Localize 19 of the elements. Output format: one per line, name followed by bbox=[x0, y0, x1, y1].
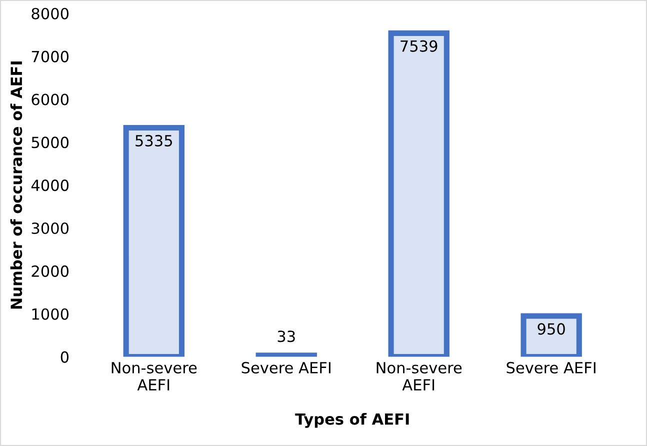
y-axis-title: Number of occurance of AEFI bbox=[10, 62, 22, 309]
data-label: 7539 bbox=[400, 40, 438, 52]
data-label: 33 bbox=[278, 330, 295, 342]
y-tick-label: 6000 bbox=[32, 94, 69, 106]
x-tick-label: Severe AEFI bbox=[242, 362, 330, 374]
data-label: 5335 bbox=[136, 134, 172, 146]
y-tick-label: 8000 bbox=[32, 8, 69, 20]
x-tick-label: Non-severe AEFI bbox=[112, 362, 197, 390]
y-tick-label: 7000 bbox=[32, 50, 69, 62]
x-tick-label: Severe AEFI bbox=[506, 362, 596, 374]
data-label: 950 bbox=[538, 323, 565, 335]
y-tick-label: 3000 bbox=[32, 222, 69, 234]
y-tick-label: 2000 bbox=[32, 265, 69, 277]
y-tick-label: 0 bbox=[60, 351, 69, 363]
x-axis-title: Types of AEFI bbox=[295, 413, 409, 428]
y-tick-label: 4000 bbox=[31, 180, 69, 192]
y-tick-label: 1000 bbox=[32, 308, 69, 320]
x-tick-label: Non-severe AEFI bbox=[376, 362, 462, 390]
y-tick-label: 5000 bbox=[32, 136, 69, 148]
